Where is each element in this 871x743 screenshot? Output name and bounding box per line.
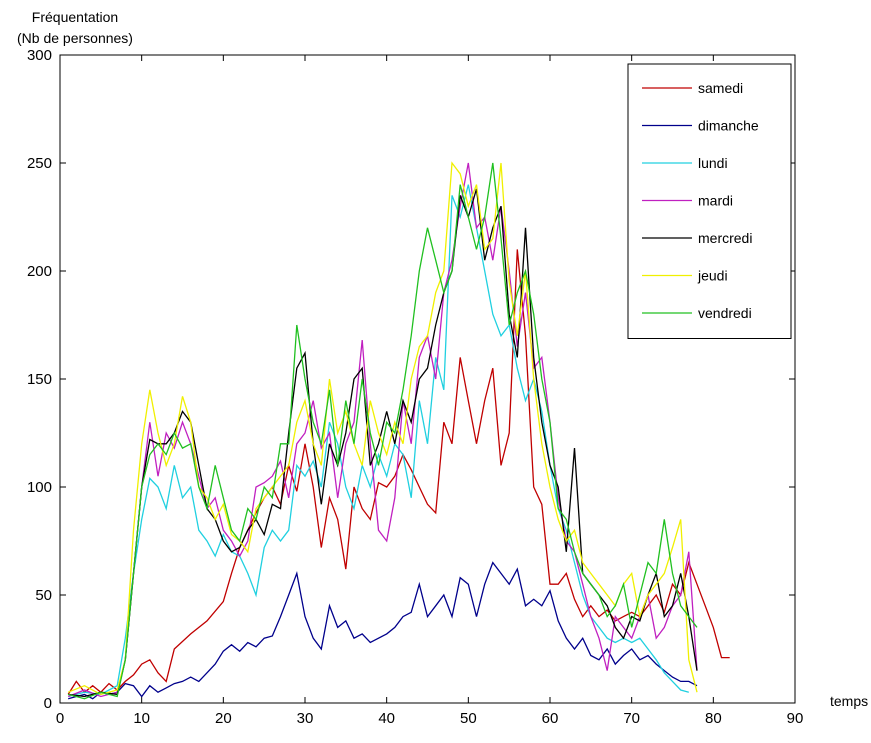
legend-box	[627, 63, 792, 339]
legend: samedi dimanche lundi mardi mercredi jeudi ven…	[627, 63, 792, 339]
x-tick-label: 0	[56, 710, 64, 727]
x-axis-label: temps	[830, 693, 868, 709]
y-tick-label: 300	[27, 47, 52, 64]
series-line-samedi	[67, 249, 730, 695]
y-tick-label: 50	[35, 587, 52, 604]
y-tick-label: 150	[27, 371, 52, 388]
y-tick-label: 100	[27, 479, 52, 496]
x-tick-label: 30	[297, 710, 314, 727]
legend-label-samedi: samedi	[698, 80, 743, 96]
x-tick-label: 10	[133, 710, 150, 727]
x-tick-label: 80	[705, 710, 722, 727]
series-layer	[67, 161, 730, 700]
y-axis-label-line-1: Fréquentation	[32, 9, 118, 25]
y-axis-label-line-2: (Nb de personnes)	[17, 30, 133, 46]
series-line-vendredi	[68, 162, 698, 700]
legend-label-mercredi: mercredi	[698, 230, 752, 246]
x-tick-label: 60	[542, 710, 559, 727]
legend-label-vendredi: vendredi	[698, 305, 752, 321]
series-line-mardi	[67, 162, 698, 698]
y-tick-label: 250	[27, 155, 52, 172]
legend-label-lundi: lundi	[698, 155, 728, 171]
legend-label-mardi: mardi	[698, 193, 733, 209]
x-tick-label: 40	[378, 710, 395, 727]
x-tick-label: 70	[623, 710, 640, 727]
series-line-dimanche	[68, 561, 698, 700]
legend-label-jeudi: jeudi	[697, 268, 728, 284]
x-tick-label: 90	[787, 710, 804, 727]
y-tick-label: 200	[27, 263, 52, 280]
x-tick-label: 50	[460, 710, 477, 727]
y-tick-label: 0	[44, 695, 52, 712]
series-line-lundi	[68, 184, 689, 698]
legend-label-dimanche: dimanche	[698, 118, 759, 134]
axis-ticks: 0 10 20 30 40 50 60 70 80 90 0 50 100 150 200 250 300	[27, 47, 803, 727]
x-tick-label: 20	[215, 710, 232, 727]
series-line-jeudi	[67, 161, 698, 696]
